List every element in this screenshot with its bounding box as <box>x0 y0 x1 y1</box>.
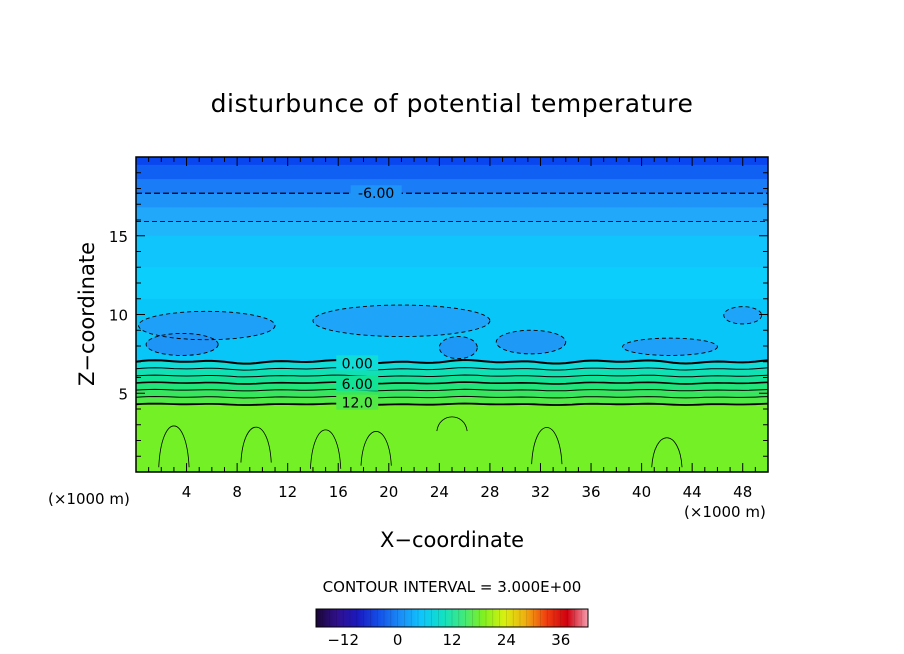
contour-band-15 <box>136 404 768 472</box>
surface-lobe-1 <box>240 427 272 463</box>
contour-interval: CONTOUR INTERVAL = 3.000E+00 <box>323 578 582 596</box>
contour-label-bg-3 <box>336 394 379 410</box>
colorbar-fill <box>316 609 588 627</box>
colorbar: −12 0 12 24 36 <box>315 608 589 649</box>
colorbar-tick-label: 36 <box>551 631 570 649</box>
y-axis: 5 10 15 <box>109 172 768 457</box>
contour-band-7 <box>136 267 768 300</box>
colorbar-frame <box>315 608 589 628</box>
y-tick-label: 5 <box>118 385 128 403</box>
contour-band-10 <box>136 368 768 377</box>
y-tick-label: 10 <box>109 307 128 325</box>
x-unit-right: (×1000 m) <box>684 503 766 521</box>
plot-area <box>136 157 768 472</box>
contour-label-bg-1 <box>336 355 379 371</box>
pocket-outline-0 <box>138 310 276 341</box>
chart-title: disturbunce of potential temperature <box>211 89 694 118</box>
contour-9 <box>136 388 768 392</box>
contour-label-1: 0.00 <box>342 356 373 372</box>
contour-band-13 <box>136 390 768 398</box>
pocket-outline-5 <box>622 337 718 356</box>
pocket-outline-1 <box>145 332 219 356</box>
contour-band-9 <box>136 361 768 370</box>
surface-lobe-4 <box>436 416 468 432</box>
colorbar-tick-label: 0 <box>393 631 403 649</box>
contour-zero <box>136 358 768 365</box>
colorbar-tick-label: −12 <box>327 631 359 649</box>
x-axis: 4 8 12 16 20 24 28 32 36 40 44 48 <box>148 157 756 501</box>
x-tick-label: 12 <box>278 483 297 501</box>
x-tick-label: 48 <box>733 483 752 501</box>
pocket-outline-6 <box>723 306 763 325</box>
surface-lobe-6 <box>651 437 683 468</box>
cool-pocket-4 <box>496 330 566 354</box>
x-tick-label: 24 <box>430 483 449 501</box>
surface-lobe-3 <box>360 431 392 466</box>
x-axis-label: X−coordinate <box>380 528 524 552</box>
contour-band-3 <box>136 193 768 208</box>
contour-band-14 <box>136 397 768 405</box>
contour-labels: -6.00 0.00 6.00 12.0 <box>336 185 402 412</box>
contour-band-12 <box>136 383 768 391</box>
x-tick-label: 16 <box>329 483 348 501</box>
x-tick-label: 28 <box>480 483 499 501</box>
x-tick-label: 32 <box>531 483 550 501</box>
x-tick-label: 20 <box>379 483 398 501</box>
x-tick-label: 4 <box>182 483 192 501</box>
colorbar-tick-label: 12 <box>442 631 461 649</box>
cool-pocket-0 <box>138 311 276 340</box>
contour-6a <box>136 374 768 378</box>
contour-band-11 <box>136 375 768 384</box>
pocket-outline-3 <box>438 336 478 360</box>
cool-pocket-2 <box>312 305 490 337</box>
contour-3 <box>136 367 768 371</box>
x-tick-label: 36 <box>581 483 600 501</box>
x-tick-label: 40 <box>632 483 651 501</box>
contour-12 <box>136 402 768 406</box>
surface-lobe-5 <box>531 427 563 465</box>
contour-band-6 <box>136 235 768 268</box>
contour-band-1 <box>136 164 768 180</box>
contour-label-bg-2 <box>336 375 379 391</box>
y-axis-label: Z−coordinate <box>75 242 99 386</box>
x-tick-label: 8 <box>232 483 242 501</box>
contour-band-5 <box>136 221 768 237</box>
contour-label-2: 6.00 <box>342 377 373 393</box>
contour-band-4 <box>136 207 768 223</box>
surface-lobe-2 <box>310 429 342 469</box>
contour-lines <box>136 192 768 469</box>
cool-pocket-1 <box>146 333 219 356</box>
x-tick-label: 44 <box>683 483 702 501</box>
cool-pocket-5 <box>622 338 718 356</box>
contour-6 <box>136 381 768 385</box>
cool-pocket-3 <box>439 336 478 359</box>
colorbar-tick-label: 24 <box>497 631 516 649</box>
y-tick-label: 15 <box>109 228 128 246</box>
contour-band-2 <box>136 179 768 194</box>
x-unit-left: (×1000 m) <box>48 490 130 508</box>
pocket-outline-2 <box>312 304 491 337</box>
contour-label-3: 12.0 <box>342 396 373 412</box>
surface-lobe-0 <box>158 425 190 468</box>
pocket-outline-4 <box>495 329 567 355</box>
contour-label-bg-0 <box>350 185 402 201</box>
cool-pocket-6 <box>723 306 762 324</box>
contour-12a <box>136 395 768 399</box>
contour-label-0: -6.00 <box>358 186 394 202</box>
